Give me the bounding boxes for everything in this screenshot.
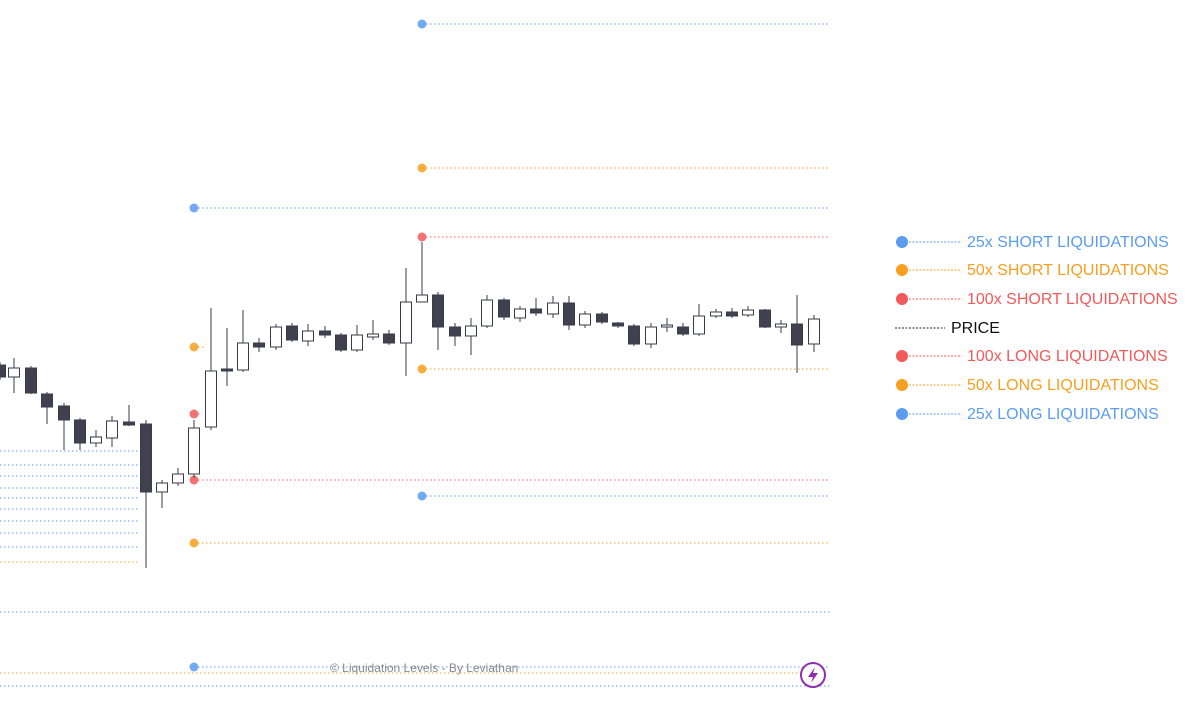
candle-body (677, 326, 689, 335)
level-dot (417, 364, 427, 374)
level-dot (189, 203, 199, 213)
legend-dot (896, 236, 908, 248)
candle-body (645, 326, 657, 345)
level-dot (189, 475, 199, 485)
candle-body (205, 370, 217, 428)
level-dot (417, 19, 427, 29)
liquidation-levels (0, 19, 830, 687)
candle-body (400, 301, 412, 344)
candle-body (726, 311, 738, 317)
candle-body (90, 436, 102, 444)
candle-body (759, 309, 771, 328)
candle-body (693, 315, 705, 335)
candle-body (221, 368, 233, 372)
candle-body (791, 323, 803, 346)
candle-body (432, 294, 444, 328)
candle-body (612, 322, 624, 327)
candle-body (188, 427, 200, 475)
level-dot (417, 163, 427, 173)
candle-body (270, 326, 282, 348)
level-dot (417, 232, 427, 242)
candle-body (140, 423, 152, 493)
candle-body (498, 299, 510, 318)
level-dot (417, 491, 427, 501)
legend-dot (896, 264, 908, 276)
candle-body (449, 326, 461, 337)
candle-body (319, 330, 331, 336)
candle-body (302, 330, 314, 342)
candle-body (514, 308, 526, 319)
legend-label: 25x LONG LIQUIDATIONS (967, 406, 1159, 423)
level-dot (189, 342, 199, 352)
level-dot (189, 662, 199, 672)
candle-body (74, 419, 86, 444)
candle-body (481, 299, 493, 327)
level-dot (189, 538, 199, 548)
candle-body (58, 405, 70, 421)
candle-body (628, 325, 640, 345)
legend-dot (896, 350, 908, 362)
candle-body (742, 309, 754, 316)
candle-body (579, 313, 591, 326)
legend-label: PRICE (951, 320, 1000, 337)
level-dot (189, 409, 199, 419)
candle-body (123, 421, 135, 426)
candle-body (465, 325, 477, 337)
candle-body (530, 308, 542, 314)
legend-dot (896, 408, 908, 420)
candle-body (0, 364, 6, 378)
candle-body (351, 334, 363, 351)
candle-body (25, 367, 37, 394)
legend-dot (896, 379, 908, 391)
candle-body (237, 342, 249, 371)
candle-body (416, 294, 428, 303)
candle-body (547, 302, 559, 315)
legend-dot (896, 293, 908, 305)
candle-body (775, 323, 787, 328)
legend-label: 100x SHORT LIQUIDATIONS (967, 291, 1178, 308)
candle-body (661, 324, 673, 328)
logo-icon (800, 662, 826, 688)
candle-body (335, 334, 347, 351)
watermark: © Liquidation Levels - By Leviathan (330, 661, 518, 675)
candle-body (106, 420, 118, 439)
legend: 25x SHORT LIQUIDATIONS 50x SHORT LIQUIDAT… (895, 234, 1178, 423)
candle-body (172, 473, 184, 484)
candle-body (596, 313, 608, 323)
candle-body (156, 482, 168, 493)
candles (0, 242, 820, 568)
legend-label: 50x LONG LIQUIDATIONS (967, 377, 1159, 394)
candle-body (367, 333, 379, 338)
legend-label: 25x SHORT LIQUIDATIONS (967, 234, 1169, 251)
candle-body (41, 393, 53, 408)
candle-body (8, 367, 20, 378)
legend-label: 50x SHORT LIQUIDATIONS (967, 262, 1169, 279)
candle-body (710, 311, 722, 317)
candle-body (808, 318, 820, 345)
candle-body (253, 342, 265, 348)
candle-body (286, 325, 298, 341)
candle-body (563, 302, 575, 326)
candle-body (383, 333, 395, 344)
legend-label: 100x LONG LIQUIDATIONS (967, 348, 1168, 365)
